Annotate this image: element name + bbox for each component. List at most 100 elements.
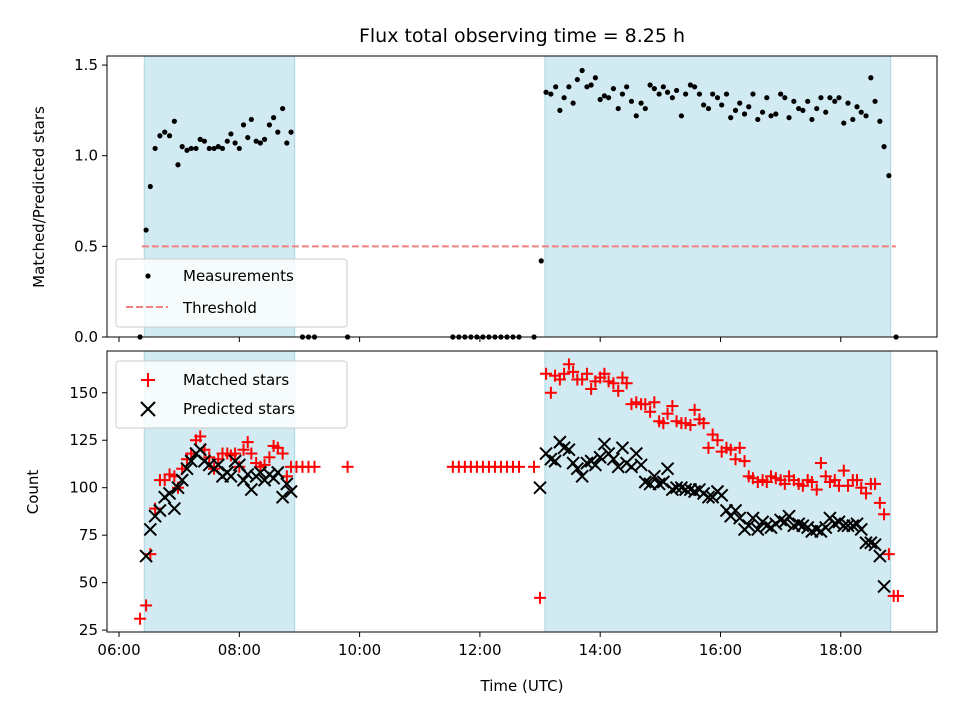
matched-star-point: [805, 476, 818, 489]
predicted-star-point: [171, 480, 185, 495]
legend-label-matched: Matched stars: [183, 371, 289, 389]
y-tick-label: 150: [69, 384, 98, 402]
measurement-point: [184, 147, 190, 153]
matched-star-point: [697, 417, 710, 430]
measurement-point: [584, 84, 590, 90]
measurement-point: [175, 162, 181, 168]
predicted-star-point: [139, 549, 153, 563]
y-tick-label: 75: [79, 526, 98, 544]
measurement-point: [647, 82, 653, 88]
measurement-point: [271, 115, 277, 121]
predicted-star-point: [533, 480, 547, 495]
x-axis-label: Time (UTC): [480, 677, 564, 695]
predicted-star-point: [553, 435, 567, 449]
matched-star-point: [873, 496, 886, 509]
predicted-star-point: [588, 458, 603, 472]
measurement-point: [257, 140, 263, 146]
measurement-point: [615, 105, 621, 112]
predicted-star-point: [652, 477, 666, 491]
matched-star-point: [644, 405, 657, 418]
measurement-point: [759, 109, 766, 115]
matched-star-point: [738, 455, 751, 468]
count-panel: 25 50 75 100 125 150 06:00 08:00 10:00 12:00 14:0…: [24, 350, 938, 695]
matched-star-point: [869, 477, 882, 490]
measurement-point: [836, 95, 842, 101]
measurement-point: [669, 95, 675, 101]
matched-star-point: [666, 400, 679, 413]
matched-star-point: [860, 487, 873, 500]
measurement-point: [741, 111, 748, 117]
measurement-point: [266, 122, 272, 128]
measurement-point: [651, 86, 657, 92]
measurement-point: [197, 136, 203, 142]
measurement-point: [863, 113, 869, 119]
measurement-point: [723, 91, 730, 97]
measurement-point: [673, 87, 680, 94]
y-tick-label: 0.5: [74, 237, 98, 255]
predicted-star-point: [751, 522, 765, 537]
y-tick-label: 50: [79, 574, 98, 592]
chart-title: Flux total observing time = 8.25 h: [359, 25, 685, 47]
measurement-point: [687, 82, 694, 88]
measurement-point: [778, 91, 784, 97]
measurement-point: [557, 107, 563, 113]
predicted-star-point: [184, 454, 198, 468]
matched-star-point: [276, 447, 289, 460]
predicted-star-point: [728, 503, 743, 518]
matched-star-point: [620, 377, 633, 390]
x-tick-label: 14:00: [579, 641, 622, 659]
predicted-star-point: [660, 462, 675, 476]
predicted-star-point: [153, 503, 167, 518]
measurement-point: [166, 133, 173, 139]
measurement-point: [253, 138, 259, 144]
measurement-point: [538, 258, 544, 264]
measurement-point: [701, 102, 707, 108]
measurement-point: [201, 138, 208, 144]
y-tick-label: 125: [69, 431, 98, 449]
measurement-point: [786, 115, 792, 121]
matched-star-point: [534, 591, 547, 604]
measurement-point: [228, 131, 234, 137]
measurement-point: [728, 115, 734, 121]
measurement-point: [872, 98, 878, 104]
measurement-point: [714, 95, 721, 101]
predicted-star-point: [162, 486, 177, 501]
measurement-point: [850, 116, 856, 123]
measurement-point: [868, 75, 874, 81]
predicted-star-point: [701, 490, 716, 504]
measurement-point: [548, 91, 554, 97]
matched-star-point: [851, 474, 864, 487]
matched-star-point: [144, 548, 157, 561]
predicted-star-point: [873, 549, 887, 563]
measurement-point: [574, 76, 580, 83]
measurement-point: [288, 129, 294, 135]
measurement-point: [791, 98, 797, 104]
measurement-point: [664, 89, 671, 95]
legend-marker-matched: [141, 373, 155, 387]
predicted-star-point: [566, 456, 580, 470]
measurement-point: [245, 134, 251, 141]
measurement-point: [746, 104, 752, 110]
predicted-star-point: [606, 452, 621, 466]
x-tick-label: 16:00: [699, 641, 742, 659]
measurement-point: [881, 144, 887, 150]
predicted-star-point: [656, 475, 671, 489]
y-tick-label: 100: [69, 479, 98, 497]
x-tick-label: 18:00: [819, 641, 862, 659]
predicted-star-point: [877, 579, 891, 594]
predicted-star-point: [244, 482, 259, 497]
matched-star-point: [882, 548, 895, 561]
measurement-point: [845, 100, 851, 106]
ratio-panel-frame: [106, 55, 938, 338]
legend-label-predicted: Predicted stars: [183, 400, 295, 418]
predicted-star-point: [280, 477, 294, 491]
matched-star-point: [567, 365, 580, 378]
measurement-point: [710, 91, 716, 97]
matched-star-point: [528, 460, 541, 473]
count-legend: Matched stars Predicted stars: [115, 360, 348, 429]
measurement-point: [732, 107, 739, 113]
matched-star-point: [308, 460, 321, 473]
predicted-star-point: [647, 469, 662, 484]
measurement-point: [588, 82, 594, 88]
predicted-star-point: [782, 509, 796, 523]
